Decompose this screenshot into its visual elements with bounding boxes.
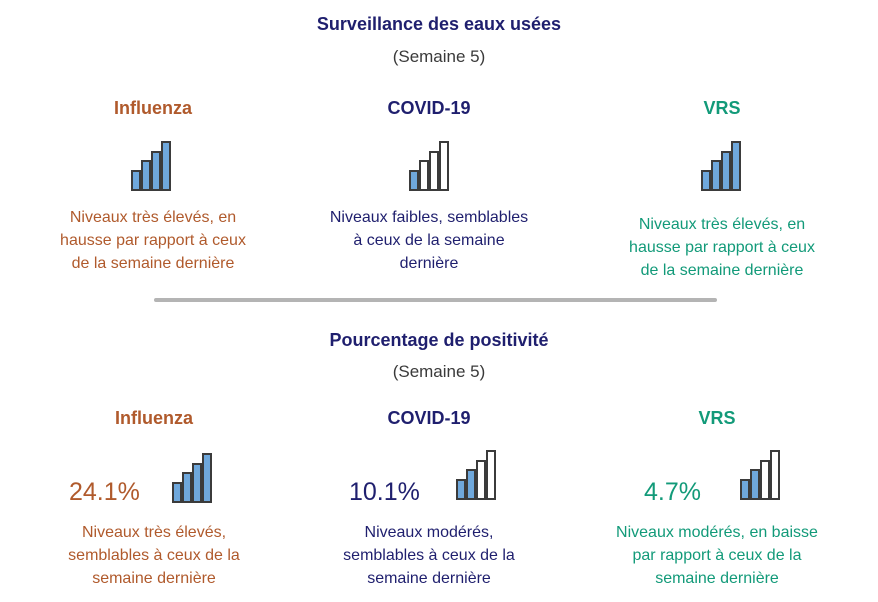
level-bar <box>721 151 731 191</box>
level-bar <box>701 170 711 191</box>
pos-rsv-name: VRS <box>698 408 736 428</box>
pos-rsv-percent: 4.7% <box>644 478 701 506</box>
pos-rsv-description: Niveaux modérés, en baisse par rapport à… <box>597 521 837 590</box>
ww-influenza-name: Influenza <box>113 98 192 118</box>
pos-influenza-desc-line: semaine dernière <box>92 570 216 587</box>
level-bar <box>476 460 486 500</box>
level-bar <box>429 151 439 191</box>
ww-rsv-desc-line: hausse par rapport à ceux <box>629 239 815 256</box>
ww-influenza-description: Niveaux très élevés, en hausse par rappo… <box>33 206 273 275</box>
level-bar <box>192 463 202 503</box>
ww-covid-desc-line: à ceux de la semaine <box>353 232 505 249</box>
ww-rsv-desc-line: Niveaux très élevés, en <box>638 216 806 233</box>
ww-covid-name: COVID-19 <box>387 98 471 118</box>
level-bar <box>760 460 770 500</box>
level-bar <box>409 170 419 191</box>
pos-rsv-desc-line: Niveaux modérés, en baisse <box>616 524 818 541</box>
pos-covid-bar-icon <box>456 450 496 500</box>
level-bar <box>161 141 171 191</box>
pos-covid-desc-line: semaine dernière <box>367 570 491 587</box>
pos-influenza-name: Influenza <box>114 408 193 428</box>
ww-covid-desc-line: Niveaux faibles, semblables <box>329 209 529 226</box>
ww-covid-description: Niveaux faibles, semblables à ceux de la… <box>309 206 549 275</box>
level-bar <box>456 479 466 500</box>
level-bar <box>740 479 750 500</box>
level-bar <box>750 469 760 500</box>
pos-covid-percent: 10.1% <box>349 478 420 506</box>
positivity-title: Pourcentage de positivité <box>329 330 549 350</box>
pos-covid-desc-line: Niveaux modérés, <box>364 524 494 541</box>
wastewater-title: Surveillance des eaux usées <box>316 14 562 34</box>
ww-influenza-desc-line: hausse par rapport à ceux <box>60 232 246 249</box>
pos-influenza-description: Niveaux très élevés, semblables à ceux d… <box>34 521 274 590</box>
pos-influenza-bar-icon <box>172 453 212 503</box>
level-bar <box>202 453 212 503</box>
ww-covid-desc-line: dernière <box>399 255 459 272</box>
ww-influenza-desc-line: Niveaux très élevés, en <box>69 209 237 226</box>
pos-covid-desc-line: semblables à ceux de la <box>343 547 515 564</box>
ww-rsv-description: Niveaux très élevés, en hausse par rappo… <box>602 213 842 282</box>
pos-influenza-desc-line: semblables à ceux de la <box>68 547 240 564</box>
level-bar <box>419 160 429 191</box>
ww-influenza-bar-icon <box>131 141 171 191</box>
pos-covid-name: COVID-19 <box>387 408 471 428</box>
level-bar <box>711 160 721 191</box>
pos-rsv-desc-line: semaine dernière <box>655 570 779 587</box>
level-bar <box>731 141 741 191</box>
pos-influenza-percent: 24.1% <box>69 478 140 506</box>
ww-rsv-bar-icon <box>701 141 741 191</box>
pos-influenza-desc-line: Niveaux très élevés, <box>81 524 227 541</box>
pos-covid-description: Niveaux modérés, semblables à ceux de la… <box>309 521 549 590</box>
ww-rsv-name: VRS <box>703 98 741 118</box>
positivity-subtitle: (Semaine 5) <box>392 362 486 381</box>
pos-rsv-bar-icon <box>740 450 780 500</box>
ww-influenza-desc-line: de la semaine dernière <box>71 255 235 272</box>
ww-rsv-desc-line: de la semaine dernière <box>640 262 804 279</box>
level-bar <box>182 472 192 503</box>
level-bar <box>439 141 449 191</box>
level-bar <box>172 482 182 503</box>
pos-rsv-desc-line: par rapport à ceux de la <box>632 547 802 564</box>
section-divider <box>154 298 717 302</box>
wastewater-subtitle: (Semaine 5) <box>392 47 486 66</box>
ww-covid-bar-icon <box>409 141 449 191</box>
level-bar <box>151 151 161 191</box>
level-bar <box>466 469 476 500</box>
level-bar <box>486 450 496 500</box>
level-bar <box>141 160 151 191</box>
level-bar <box>770 450 780 500</box>
level-bar <box>131 170 141 191</box>
